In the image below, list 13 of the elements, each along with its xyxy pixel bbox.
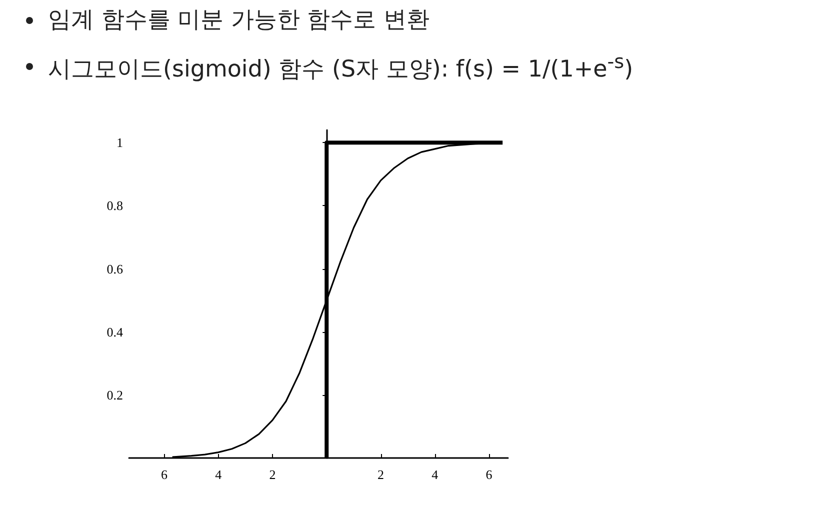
x-tick-label: 6 — [160, 467, 168, 482]
chart-subtitle: 시그모이드(sigmoid) 함수 (S자 모양): f(s) = 1/(1+e$^{-s}$) — [48, 50, 634, 85]
y-tick-label: 0.4 — [106, 324, 124, 340]
y-tick-label: 0.6 — [106, 261, 124, 276]
x-tick-label: 4 — [432, 467, 439, 482]
x-tick-label: 4 — [215, 467, 222, 482]
y-tick-label: 0.8 — [106, 198, 123, 214]
y-tick-label: 1 — [116, 135, 123, 150]
x-tick-label: 2 — [378, 467, 384, 482]
chart-title: 임계 함수를 미분 가능한 함수로 변환 — [48, 6, 430, 35]
x-tick-label: 2 — [269, 467, 276, 482]
y-tick-label: 0.2 — [106, 387, 123, 402]
x-tick-label: 6 — [486, 467, 493, 482]
